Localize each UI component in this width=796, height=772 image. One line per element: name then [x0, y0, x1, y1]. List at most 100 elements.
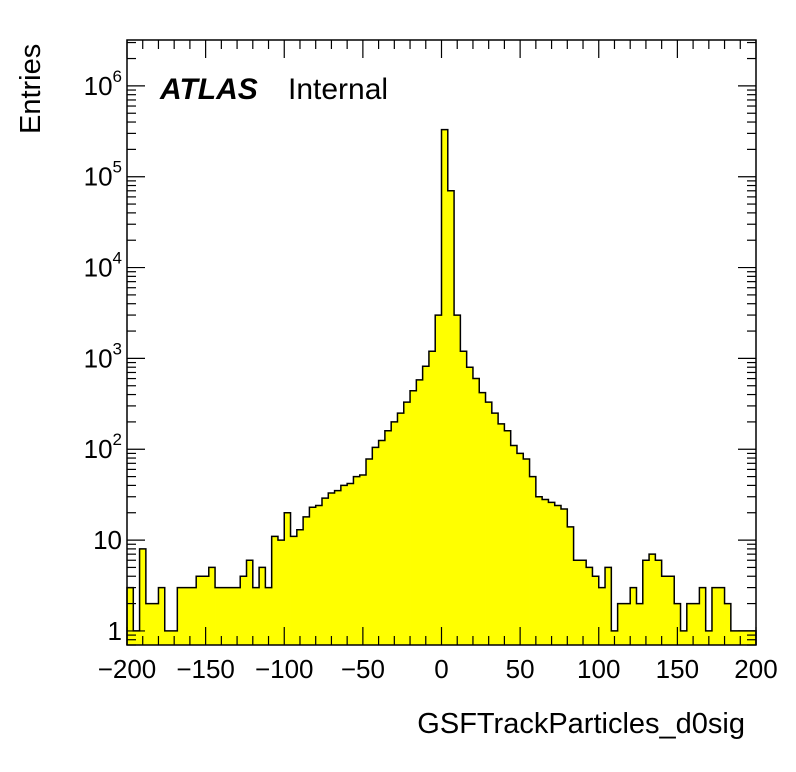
histogram-bar: [686, 603, 694, 645]
histogram-bar: [548, 502, 556, 645]
histogram-bar: [472, 378, 480, 645]
atlas-label: ATLAS: [159, 73, 258, 106]
histogram-bar: [655, 560, 663, 645]
histogram-bar: [271, 536, 279, 645]
histogram-bar: [642, 560, 650, 645]
histogram-bar: [630, 587, 637, 645]
histogram-bar: [233, 587, 241, 645]
histogram-bar: [693, 603, 700, 645]
histogram-bar: [743, 630, 751, 645]
histogram-bar: [435, 315, 442, 645]
histogram-bar: [152, 603, 159, 645]
histogram-bar: [674, 603, 681, 645]
histogram-outline: [126, 128, 757, 645]
histogram-bar: [579, 560, 587, 645]
histogram-bar: [447, 190, 455, 646]
histogram-bar: [340, 485, 348, 645]
histogram-bar: [208, 567, 216, 645]
histogram-bar: [284, 512, 291, 645]
histogram-bar: [221, 587, 229, 645]
histogram-bar: [516, 453, 524, 645]
x-tick-label: 50: [506, 654, 535, 684]
histogram-bar: [498, 423, 505, 645]
histogram-bar: [749, 630, 757, 645]
x-axis-title: GSFTrackParticles_d0sig: [417, 708, 745, 740]
histogram-bar: [649, 554, 656, 645]
histogram-bar: [567, 526, 574, 645]
status-label: Internal: [288, 73, 388, 106]
x-tick-label: 0: [434, 654, 448, 684]
histogram-bar: [466, 367, 474, 645]
histogram-bar: [416, 379, 424, 645]
histogram-bar: [561, 508, 568, 645]
histogram-bar: [592, 576, 600, 645]
histogram-bar: [410, 390, 417, 645]
histogram-bar: [246, 560, 254, 645]
histogram-bar: [636, 603, 644, 645]
histogram-bar: [491, 413, 499, 645]
histogram-bar: [359, 475, 367, 645]
histogram-bar: [158, 587, 166, 645]
histogram-bar: [133, 630, 140, 645]
y-tick-label: 106: [84, 67, 122, 101]
histogram-bar: [296, 529, 304, 645]
histogram-bar: [366, 459, 373, 645]
y-tick-label: 1: [108, 616, 122, 646]
histogram-bar: [384, 430, 392, 645]
x-tick-label: 150: [656, 654, 699, 684]
histogram-bar: [718, 587, 725, 645]
y-tick-labels: 1 10 102 103 104 105 106: [84, 67, 122, 646]
y-tick-label: 102: [84, 430, 122, 464]
x-tick-label: 100: [577, 654, 620, 684]
histogram-bar: [196, 576, 203, 645]
histogram-bar: [315, 505, 323, 645]
histogram-bar: [605, 567, 612, 645]
histogram-bar: [661, 576, 669, 645]
histogram-bar: [510, 445, 518, 645]
histogram-bar: [573, 560, 581, 645]
y-tick-label: 103: [84, 339, 122, 373]
histogram-bar: [277, 540, 285, 645]
histogram-bar: [321, 498, 329, 645]
histogram-bar: [485, 402, 493, 645]
histogram-bar: [265, 587, 273, 645]
histogram-bar: [309, 507, 317, 645]
histogram-bar: [523, 459, 530, 645]
histogram-bar: [139, 548, 147, 645]
histogram-bar: [680, 630, 688, 645]
histogram-bar: [378, 440, 386, 645]
histogram-bar: [529, 476, 537, 645]
histogram-bar: [699, 587, 707, 645]
histogram-bar: [598, 587, 606, 645]
y-axis-title: Entries: [15, 44, 47, 134]
histogram-bar: [711, 587, 719, 645]
histogram-layer: [126, 128, 757, 646]
plot-frame: [126, 39, 757, 646]
histogram-bar: [334, 490, 342, 645]
histogram-bar: [252, 587, 260, 645]
x-tick-label: −150: [176, 654, 235, 684]
histogram-bar: [403, 402, 411, 645]
histogram-bar: [554, 505, 562, 645]
histogram-bar: [290, 536, 298, 645]
y-tick-label: 104: [84, 249, 122, 283]
histogram-bar: [428, 351, 436, 645]
histogram-bar: [454, 315, 461, 645]
histogram-bar: [328, 492, 335, 645]
histogram-bar: [127, 587, 134, 645]
histogram-bar: [240, 576, 247, 645]
y-tick-label: 10: [93, 525, 122, 555]
histogram-bar: [623, 603, 631, 645]
histogram-bar: [397, 413, 405, 645]
x-tick-labels: −200 −150 −100 −50 0 50 100 150 200: [98, 654, 778, 684]
histogram-bar: [391, 421, 398, 645]
histogram-bar: [730, 630, 738, 645]
x-tick-label: −50: [341, 654, 385, 684]
histogram-bar: [145, 603, 153, 645]
y-tick-label: 105: [84, 158, 122, 192]
histogram-bar: [479, 392, 486, 645]
histogram-bar: [164, 630, 172, 645]
histogram-bar: [215, 587, 222, 645]
